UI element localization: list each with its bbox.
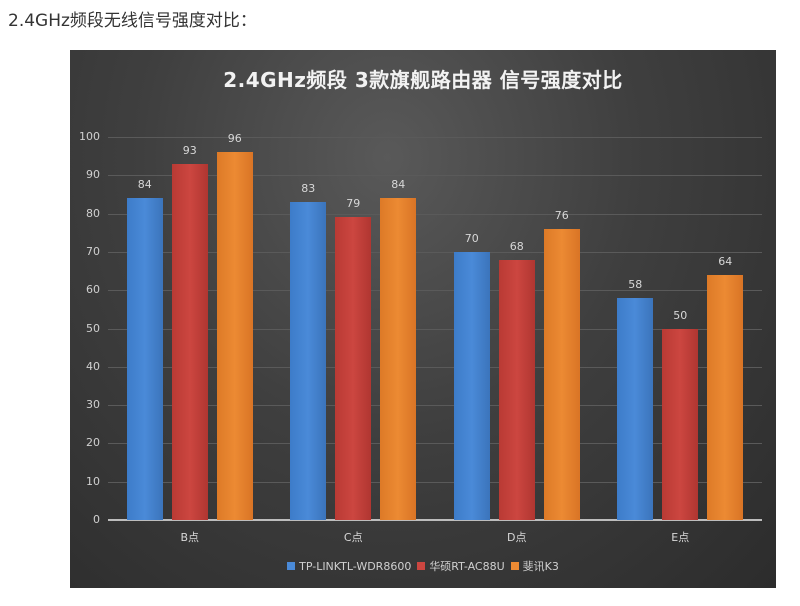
y-tick-label: 0 [93,513,100,526]
bar [216,152,253,520]
y-tick-label: 60 [86,283,100,297]
gridline [108,405,762,407]
data-label: 84 [391,178,406,192]
legend-item: 华硕RT-AC88U [417,558,505,574]
y-tick-label: 50 [86,321,100,335]
gridline [108,213,762,215]
page-caption: 2.4GHz频段无线信号强度对比： [8,11,257,31]
category-group: 84 93 96 B点 [108,132,272,544]
gridline [108,481,762,483]
data-label: 79 [346,197,361,211]
bar [617,297,654,520]
chart-legend: TP-LINKTL-WDR8600 华硕RT-AC88U 斐讯K3 [70,558,776,574]
gridline [108,290,762,292]
x-tick-label: E点 [671,531,690,544]
data-label: 84 [137,178,152,192]
bar [707,274,744,520]
category-group: 83 79 84 C点 [272,137,436,544]
bar [335,217,372,520]
gridline [108,328,762,330]
gridline [108,175,762,177]
gridline [108,137,762,138]
y-tick-label: 30 [86,398,100,412]
data-label: 70 [464,231,479,245]
y-tick-label: 100 [79,130,100,143]
chart-title: 2.4GHz频段 3款旗舰路由器 信号强度对比 [223,68,623,92]
y-tick-label: 90 [86,168,100,182]
legend-label: 华硕RT-AC88U [429,560,505,573]
legend-swatch-icon [417,562,426,570]
bar [290,202,327,520]
data-label: 93 [182,143,197,157]
legend-swatch-icon [510,562,519,570]
plot-area: 0 10 20 30 40 50 60 70 80 90 100 84 93 96 B点 83 79 84 C点 70… [79,130,763,544]
legend-swatch-icon [287,562,296,570]
bar [453,251,490,520]
legend-label: TP-LINKTL-WDR8600 [299,559,412,573]
category-group: 58 50 64 E点 [599,137,763,544]
gridline [108,251,762,253]
y-tick-label: 40 [86,359,100,373]
legend-label: 斐讯K3 [522,560,559,573]
bar-chart: 2.4GHz频段 3款旗舰路由器 信号强度对比 0 10 20 30 40 50 60 70 8… [70,50,776,588]
bar [498,259,535,520]
gridline [108,366,762,368]
data-label: 50 [673,308,688,322]
y-tick-label: 70 [86,244,100,258]
y-tick-label: 10 [86,474,100,488]
bar [380,198,417,520]
bar [171,163,208,520]
data-label: 76 [554,208,569,222]
x-tick-label: D点 [507,531,527,544]
legend-item: TP-LINKTL-WDR8600 [287,560,411,573]
x-tick-label: B点 [180,531,200,544]
bar [543,228,580,520]
category-group: 70 68 76 D点 [435,137,599,544]
data-label: 83 [301,182,316,196]
data-label: 64 [718,254,733,268]
data-label: 96 [227,132,242,146]
y-tick-label: 20 [86,436,100,450]
x-tick-label: C点 [343,531,363,544]
gridline [108,443,762,445]
data-label: 58 [628,277,643,291]
bar [662,328,699,520]
bar [126,198,163,520]
x-axis-line [108,519,762,521]
y-tick-label: 80 [86,206,100,220]
data-label: 68 [509,239,524,253]
legend-item: 斐讯K3 [510,558,559,574]
